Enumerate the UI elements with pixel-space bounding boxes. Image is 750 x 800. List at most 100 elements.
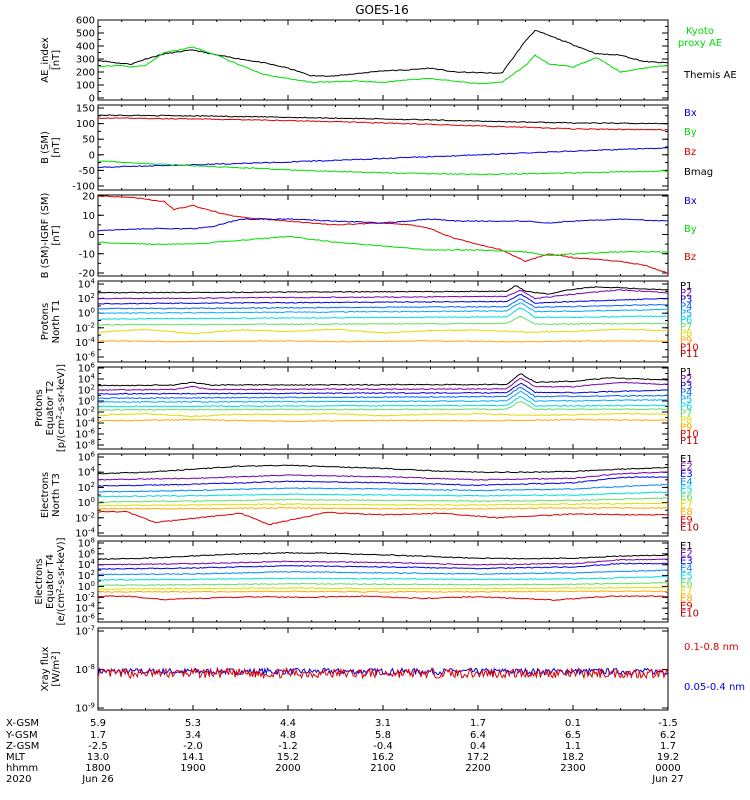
legend-entry: 0.05-0.4 nm [684, 682, 745, 693]
y-tick-label: 106 [78, 547, 96, 560]
series-line [98, 412, 668, 418]
y-tick-label: 104 [78, 466, 96, 479]
y-tick-label: 50 [82, 135, 95, 146]
footer-value: 1.7 [470, 718, 486, 729]
footer-value: Jun 26 [81, 774, 114, 785]
y-tick-label: 10-8 [75, 663, 95, 676]
panel-3: 20 10 0 -10 -20 B (SM)-IGRF (SM) [nT] Bx By Bz [40, 192, 697, 280]
y-axis-label: Electrons [34, 558, 45, 604]
footer-value: 4.8 [280, 730, 296, 741]
series-line [98, 400, 668, 411]
legend-entry: P6 [680, 315, 692, 326]
footer-value: 2100 [370, 763, 395, 774]
series-line [98, 294, 668, 305]
footer-value: -2.0 [183, 741, 203, 752]
y-tick-label: 102 [78, 384, 95, 397]
footer-value: 1.7 [660, 741, 676, 752]
legend-entry: E7 [680, 586, 693, 597]
legend-entry: P5 [680, 308, 692, 319]
legend-entry: E1 [680, 454, 693, 465]
footer-value: 1.1 [565, 741, 581, 752]
series-line [98, 581, 668, 587]
footer-row-label: MLT [6, 752, 26, 763]
legend-entry: Kyoto [686, 26, 714, 37]
legend-entry: P10 [680, 429, 699, 440]
footer-value: 13.0 [87, 752, 109, 763]
y-tick-label: 104 [78, 278, 96, 291]
y-axis-label: [nT] [51, 137, 62, 157]
panel-8: 10-7 10-8 10-9 Xray flux [W/m2] 0.1-0.8 nm 0.0… [40, 625, 745, 715]
legend-entry: P4 [680, 301, 692, 312]
footer-value: 14.1 [182, 752, 204, 763]
legend-entry: P9 [680, 422, 692, 433]
legend-entry: E10 [680, 609, 699, 620]
legend-entry: E4 [680, 564, 693, 575]
footer-value: 2300 [560, 763, 585, 774]
series-line [98, 575, 668, 581]
y-tick-label: 600 [76, 16, 95, 27]
series-line [98, 506, 668, 510]
chart-title: GOES-16 [355, 3, 409, 17]
series-line [98, 160, 668, 176]
series-line [98, 562, 668, 570]
legend-entry: E9 [680, 515, 693, 526]
y-tick-label: 10-7 [75, 625, 95, 638]
panel-frame [97, 366, 669, 450]
panel-data [98, 552, 668, 601]
y-tick-label: 10-6 [75, 428, 95, 441]
footer-value: 16.2 [372, 752, 394, 763]
y-tick-label: 10-9 [75, 702, 95, 715]
y-axis-label: [nT] [51, 225, 62, 245]
footer-value: 1.7 [90, 730, 106, 741]
legend-entry: P9 [680, 336, 692, 347]
footer-value: -2.5 [88, 741, 108, 752]
footer-value: -0.4 [373, 741, 393, 752]
footer-value: 6.5 [565, 730, 581, 741]
y-tick-label: 100 [76, 81, 95, 92]
footer-row-label: X-GSM [6, 718, 39, 729]
y-tick-label: 106 [78, 362, 96, 375]
legend-entry: E5 [680, 484, 693, 495]
series-line [98, 339, 668, 343]
y-axis-label: North T1 [51, 300, 62, 344]
y-tick-label: 10-2 [75, 511, 95, 524]
legend-entry: E7 [680, 500, 693, 511]
footer-value: 6.4 [470, 730, 486, 741]
y-tick-label: 100 [78, 496, 95, 509]
y-tick-label: -20 [79, 269, 95, 280]
series-line [98, 476, 668, 487]
y-axis-label: Xray flux [40, 647, 51, 692]
series-line [98, 391, 668, 404]
series-line [98, 595, 668, 601]
legend-entry: P11 [680, 436, 699, 447]
series-line [98, 218, 668, 232]
series-line [98, 302, 668, 315]
panel-2: 150 100 50 0 -50 -100 B (SM) [nT] Bx By Bz Bmag [40, 104, 713, 193]
footer-value: 2000 [275, 763, 300, 774]
legend-entry: Bx [684, 196, 697, 207]
series-line [98, 502, 668, 507]
panel-data [98, 195, 668, 274]
series-line [98, 510, 668, 526]
y-tick-label: 106 [78, 451, 96, 464]
y-tick-label: 10-2 [75, 591, 95, 604]
footer-value: 0000 [655, 763, 680, 774]
panel-data [98, 464, 668, 526]
y-tick-label: -10 [79, 249, 95, 260]
series-line [98, 285, 668, 295]
legend-entry: E3 [680, 556, 693, 567]
legend-entry: E6 [680, 579, 693, 590]
panel-1: 600 500 400 300 200 100 0 AE_index [nT] Kyotoprox… [40, 16, 737, 105]
panel-frame [97, 104, 669, 191]
footer-value: 18.2 [562, 752, 584, 763]
legend-entry: P11 [680, 349, 699, 360]
series-line [98, 471, 668, 481]
series-line [98, 235, 668, 257]
y-tick-label: 100 [78, 580, 95, 593]
y-axis-label: North T3 [51, 473, 62, 517]
series-line [98, 307, 668, 320]
y-tick-label: 102 [78, 481, 95, 494]
panel-data [98, 666, 668, 680]
